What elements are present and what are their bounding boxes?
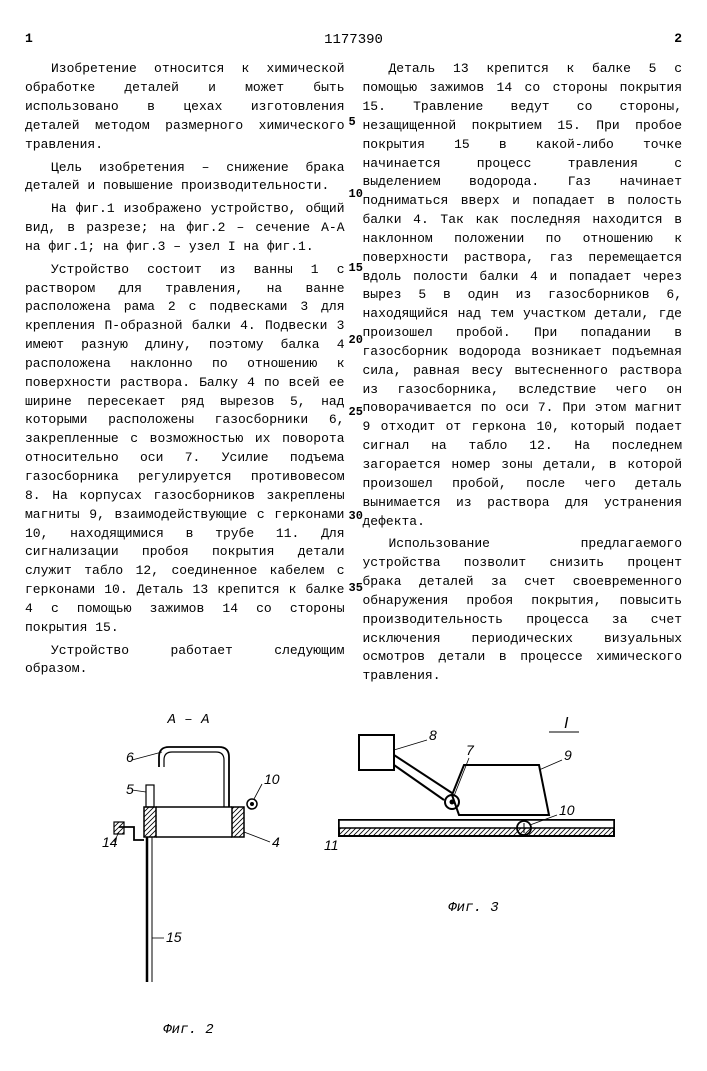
line-number: 30 — [349, 508, 363, 525]
figure-3-caption: Фиг. 3 — [448, 898, 498, 918]
paragraph: Деталь 13 крепится к балке 5 с помощью з… — [363, 60, 683, 531]
figure-3: I 8 7 9 11 10 — [324, 710, 624, 1041]
label-7: 7 — [466, 742, 475, 758]
label-9: 9 — [564, 747, 572, 763]
left-column: Изобретение относится к химической обраб… — [25, 60, 345, 690]
text-columns: Изобретение относится к химической обраб… — [25, 60, 682, 690]
line-number: 20 — [349, 332, 363, 349]
figure-2: А – А — [84, 710, 294, 1041]
label-15: 15 — [166, 929, 182, 945]
label-14: 14 — [102, 834, 118, 850]
figure-2-caption: Фиг. 2 — [163, 1020, 213, 1040]
figure-2-svg: 6 5 14 10 4 15 — [84, 732, 294, 1012]
line-number: 35 — [349, 580, 363, 597]
page-header: 1 1177390 2 — [25, 30, 682, 50]
label-8: 8 — [429, 727, 437, 743]
figures-row: А – А — [25, 710, 682, 1041]
paragraph: Устройство работает следующим образом. — [25, 642, 345, 680]
paragraph: На фиг.1 изображено устройство, общий ви… — [25, 200, 345, 257]
paragraph: Изобретение относится к химической обраб… — [25, 60, 345, 154]
line-number: 5 — [349, 114, 356, 131]
label-11: 11 — [324, 837, 339, 853]
right-column: 5 10 15 20 25 30 35 Деталь 13 крепится к… — [363, 60, 683, 690]
column-number-left: 1 — [25, 30, 33, 49]
label-10: 10 — [264, 771, 280, 787]
line-number: 25 — [349, 404, 363, 421]
paragraph: Использование предлагаемого устройства п… — [363, 535, 683, 686]
line-number: 15 — [349, 260, 363, 277]
label-5: 5 — [126, 781, 134, 797]
section-label: А – А — [167, 710, 209, 730]
paragraph: Устройство состоит из ванны 1 с растворо… — [25, 261, 345, 638]
column-number-right: 2 — [674, 30, 682, 49]
node-label-I: I — [564, 715, 569, 732]
label-10: 10 — [559, 802, 575, 818]
document-number: 1177390 — [33, 30, 674, 50]
figure-3-svg: I 8 7 9 11 10 — [324, 710, 624, 890]
label-6: 6 — [126, 749, 134, 765]
paragraph: Цель изобретения – снижение брака детале… — [25, 159, 345, 197]
line-number: 10 — [349, 186, 363, 203]
label-4: 4 — [272, 834, 280, 850]
